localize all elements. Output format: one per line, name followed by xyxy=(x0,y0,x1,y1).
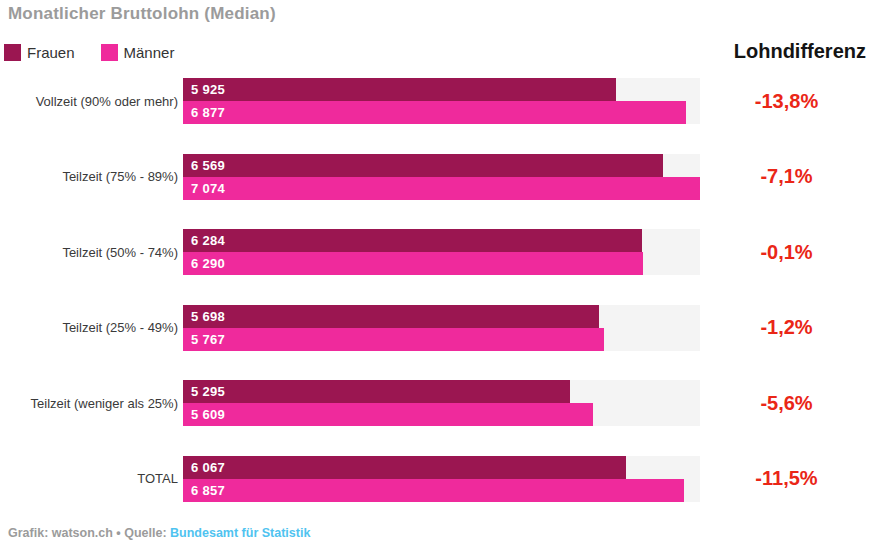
footer-source-text: Grafik: watson.ch • Quelle: xyxy=(8,526,170,540)
chart-canvas: Monatlicher Bruttolohn (Median) Frauen M… xyxy=(0,0,873,546)
bar-track: 5 925 6 877 xyxy=(183,78,700,124)
bar-maenner: 5 767 xyxy=(183,328,604,351)
bar-track: 6 067 6 857 xyxy=(183,456,700,502)
bar-maenner: 7 074 xyxy=(183,177,700,200)
bar-maenner: 6 290 xyxy=(183,252,643,275)
bar-frauen: 5 295 xyxy=(183,380,570,403)
bar-value-label: 5 925 xyxy=(183,82,225,97)
bar-frauen: 6 569 xyxy=(183,154,663,177)
chart-rows: Vollzeit (90% oder mehr) 5 925 6 877 -13,8%… xyxy=(0,78,873,502)
wage-gap-value: -13,8% xyxy=(700,78,873,124)
chart-row: Teilzeit (weniger als 25%) 5 295 5 609 -5,6… xyxy=(0,380,873,426)
bar-frauen: 6 067 xyxy=(183,456,626,479)
bar-value-label: 5 767 xyxy=(183,332,225,347)
category-label: Teilzeit (25% - 49%) xyxy=(0,305,178,351)
chart-row: Teilzeit (75% - 89%) 6 569 7 074 -7,1% xyxy=(0,154,873,200)
bar-track: 6 284 6 290 xyxy=(183,229,700,275)
bar-value-label: 7 074 xyxy=(183,181,225,196)
frauen-swatch-icon xyxy=(4,44,21,61)
wage-gap-value: -11,5% xyxy=(700,456,873,502)
bar-value-label: 5 609 xyxy=(183,407,225,422)
footer-credit: Grafik: watson.ch • Quelle: Bundesamt fü… xyxy=(8,526,310,540)
bar-track: 6 569 7 074 xyxy=(183,154,700,200)
wage-gap-value: -1,2% xyxy=(700,305,873,351)
footer-source-link[interactable]: Bundesamt für Statistik xyxy=(170,526,310,540)
bar-frauen: 5 698 xyxy=(183,305,599,328)
legend-item-maenner: Männer xyxy=(101,44,175,61)
bar-value-label: 5 295 xyxy=(183,384,225,399)
category-label: TOTAL xyxy=(0,456,178,502)
bar-track: 5 698 5 767 xyxy=(183,305,700,351)
bar-value-label: 6 067 xyxy=(183,460,225,475)
category-label: Teilzeit (50% - 74%) xyxy=(0,229,178,275)
bar-frauen: 5 925 xyxy=(183,78,616,101)
bar-maenner: 6 857 xyxy=(183,479,684,502)
wage-gap-value: -5,6% xyxy=(700,380,873,426)
chart-row: TOTAL 6 067 6 857 -11,5% xyxy=(0,456,873,502)
category-label: Teilzeit (weniger als 25%) xyxy=(0,380,178,426)
wage-gap-value: -7,1% xyxy=(700,154,873,200)
chart-title: Monatlicher Bruttolohn (Median) xyxy=(8,4,276,24)
bar-value-label: 6 877 xyxy=(183,105,225,120)
maenner-swatch-icon xyxy=(101,44,118,61)
category-label: Vollzeit (90% oder mehr) xyxy=(0,78,178,124)
chart-row: Teilzeit (25% - 49%) 5 698 5 767 -1,2% xyxy=(0,305,873,351)
bar-frauen: 6 284 xyxy=(183,229,642,252)
bar-value-label: 6 569 xyxy=(183,158,225,173)
legend-label-frauen: Frauen xyxy=(27,44,75,61)
bar-value-label: 6 857 xyxy=(183,483,225,498)
category-label: Teilzeit (75% - 89%) xyxy=(0,154,178,200)
bar-track: 5 295 5 609 xyxy=(183,380,700,426)
bar-maenner: 6 877 xyxy=(183,101,686,124)
chart-row: Vollzeit (90% oder mehr) 5 925 6 877 -13,8% xyxy=(0,78,873,124)
legend-label-maenner: Männer xyxy=(124,44,175,61)
legend: Frauen Männer xyxy=(4,44,174,61)
wage-gap-value: -0,1% xyxy=(700,229,873,275)
bar-value-label: 5 698 xyxy=(183,309,225,324)
legend-item-frauen: Frauen xyxy=(4,44,75,61)
bar-value-label: 6 290 xyxy=(183,256,225,271)
chart-row: Teilzeit (50% - 74%) 6 284 6 290 -0,1% xyxy=(0,229,873,275)
bar-value-label: 6 284 xyxy=(183,233,225,248)
wage-gap-column-header: Lohndifferenz xyxy=(734,40,866,63)
bar-maenner: 5 609 xyxy=(183,403,593,426)
